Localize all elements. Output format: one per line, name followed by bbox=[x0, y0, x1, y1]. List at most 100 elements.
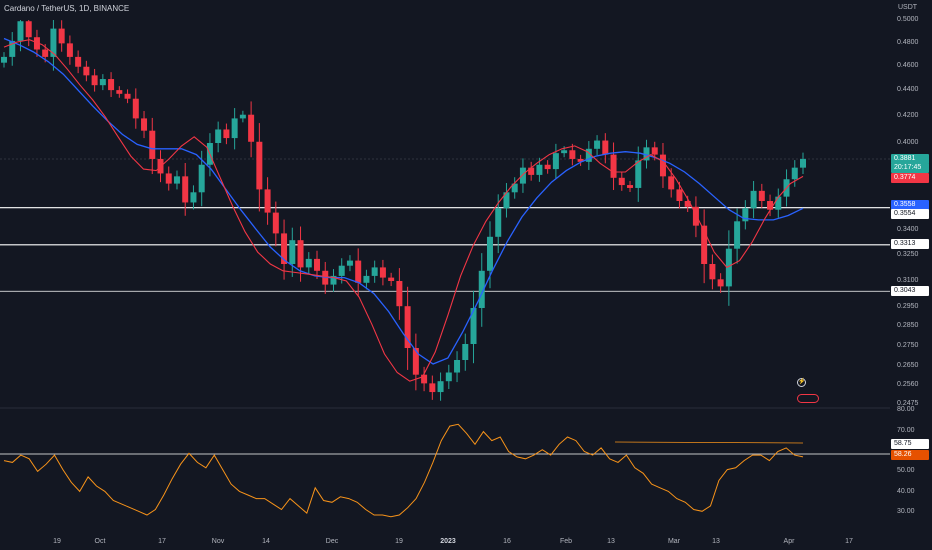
candle-body bbox=[643, 147, 650, 161]
candle-body bbox=[198, 164, 205, 193]
time-tick: 13 bbox=[712, 538, 720, 545]
price-tick: 0.4400 bbox=[897, 86, 919, 93]
candle-body bbox=[519, 167, 526, 184]
candle-body bbox=[404, 306, 411, 348]
candle-body bbox=[182, 176, 189, 203]
candle-body bbox=[659, 154, 666, 177]
support-resistance-lines[interactable] bbox=[0, 207, 890, 292]
time-tick: 2023 bbox=[440, 538, 456, 545]
time-tick: Feb bbox=[559, 538, 573, 545]
price-tick: 0.4000 bbox=[897, 139, 919, 146]
flag-icon[interactable] bbox=[797, 394, 819, 403]
candle-body bbox=[437, 381, 444, 393]
candle-body bbox=[248, 114, 255, 142]
candle-body bbox=[379, 267, 386, 278]
candle-body bbox=[585, 148, 592, 162]
price-tick: 0.2750 bbox=[897, 342, 919, 349]
level-badge-1: 0.3554 bbox=[891, 209, 929, 219]
rsi-trendline bbox=[614, 441, 804, 444]
rsi-tick: 30.00 bbox=[897, 508, 915, 515]
candle-body bbox=[610, 154, 617, 178]
candle-body bbox=[552, 153, 559, 170]
candle-body bbox=[223, 129, 230, 139]
level-badge-2: 0.3313 bbox=[891, 239, 929, 249]
candle-body bbox=[116, 90, 123, 94]
price-tick: 0.2950 bbox=[897, 303, 919, 310]
candle-body bbox=[338, 265, 345, 276]
candle-body bbox=[215, 129, 222, 143]
price-tick: 0.2650 bbox=[897, 362, 919, 369]
rsi-tick: 80.00 bbox=[897, 406, 915, 413]
candle-body bbox=[256, 141, 263, 190]
candle-body bbox=[412, 348, 419, 375]
candle-body bbox=[50, 28, 57, 57]
price-tick: 0.3100 bbox=[897, 277, 919, 284]
level-badge-3: 0.3043 bbox=[891, 286, 929, 296]
candle-body bbox=[470, 308, 477, 344]
time-tick: 19 bbox=[395, 538, 403, 545]
rsi-tick: 70.00 bbox=[897, 427, 915, 434]
price-tick: 0.2560 bbox=[897, 381, 919, 388]
time-tick: 16 bbox=[503, 538, 511, 545]
rsi-tick: 40.00 bbox=[897, 488, 915, 495]
candle-body bbox=[602, 140, 609, 155]
candle-body bbox=[363, 275, 370, 283]
rsi-value-badge: 58.26 bbox=[891, 450, 929, 460]
time-tick: 14 bbox=[262, 538, 270, 545]
candle-body bbox=[239, 114, 246, 119]
candle-body bbox=[725, 248, 732, 287]
candle-body bbox=[767, 201, 774, 210]
candle-body bbox=[190, 192, 197, 203]
countdown-badge: 20:17:45 bbox=[891, 163, 929, 173]
candle-body bbox=[536, 164, 543, 175]
candle-body bbox=[305, 258, 312, 268]
candle-body bbox=[528, 167, 535, 175]
candle-body bbox=[503, 192, 510, 209]
candle-body bbox=[330, 275, 337, 285]
candle-body bbox=[396, 281, 403, 307]
rsi-tick: 50.00 bbox=[897, 467, 915, 474]
candle-body bbox=[231, 118, 238, 139]
rsi-pane bbox=[0, 423, 890, 518]
candle-body bbox=[346, 260, 353, 266]
candle-body bbox=[58, 28, 65, 44]
candle-body bbox=[651, 147, 658, 155]
candle-body bbox=[75, 56, 82, 67]
time-tick: Oct bbox=[94, 538, 106, 545]
candle-body bbox=[758, 190, 765, 201]
price-tick: 0.2850 bbox=[897, 322, 919, 329]
candle-body bbox=[692, 206, 699, 226]
candle-body bbox=[132, 98, 139, 119]
time-tick: 17 bbox=[158, 538, 166, 545]
candle-body bbox=[429, 383, 436, 393]
candle-body bbox=[462, 344, 469, 360]
price-tick: 0.2475 bbox=[897, 400, 919, 407]
candle-body bbox=[701, 225, 708, 264]
candle-body bbox=[355, 260, 362, 283]
candle-body bbox=[421, 374, 428, 384]
symbol-title[interactable]: Cardano / TetherUS, 1D, BINANCE bbox=[4, 4, 130, 13]
candle-body bbox=[627, 185, 634, 188]
candle-body bbox=[750, 190, 757, 209]
grid-lines bbox=[0, 158, 890, 409]
ema-slow-line bbox=[3, 37, 804, 365]
candle-body bbox=[272, 212, 279, 234]
lightning-icon[interactable]: ⚡ bbox=[797, 378, 806, 387]
time-tick: Mar bbox=[667, 538, 681, 545]
candle-body bbox=[9, 40, 16, 57]
ema-fast-badge: 0.3774 bbox=[891, 173, 929, 183]
candle-body bbox=[297, 240, 304, 268]
candle-body bbox=[709, 264, 716, 280]
candle-body bbox=[676, 189, 683, 201]
candle-body bbox=[791, 167, 798, 180]
candle-body bbox=[108, 79, 115, 91]
candle-body bbox=[149, 130, 156, 159]
price-tick: 0.5000 bbox=[897, 16, 919, 23]
candle-body bbox=[42, 49, 49, 57]
time-tick: Nov bbox=[211, 538, 225, 545]
candle-body bbox=[511, 183, 518, 193]
candle-body bbox=[141, 118, 148, 131]
candle-body bbox=[569, 150, 576, 159]
price-tick: 0.3250 bbox=[897, 251, 919, 258]
